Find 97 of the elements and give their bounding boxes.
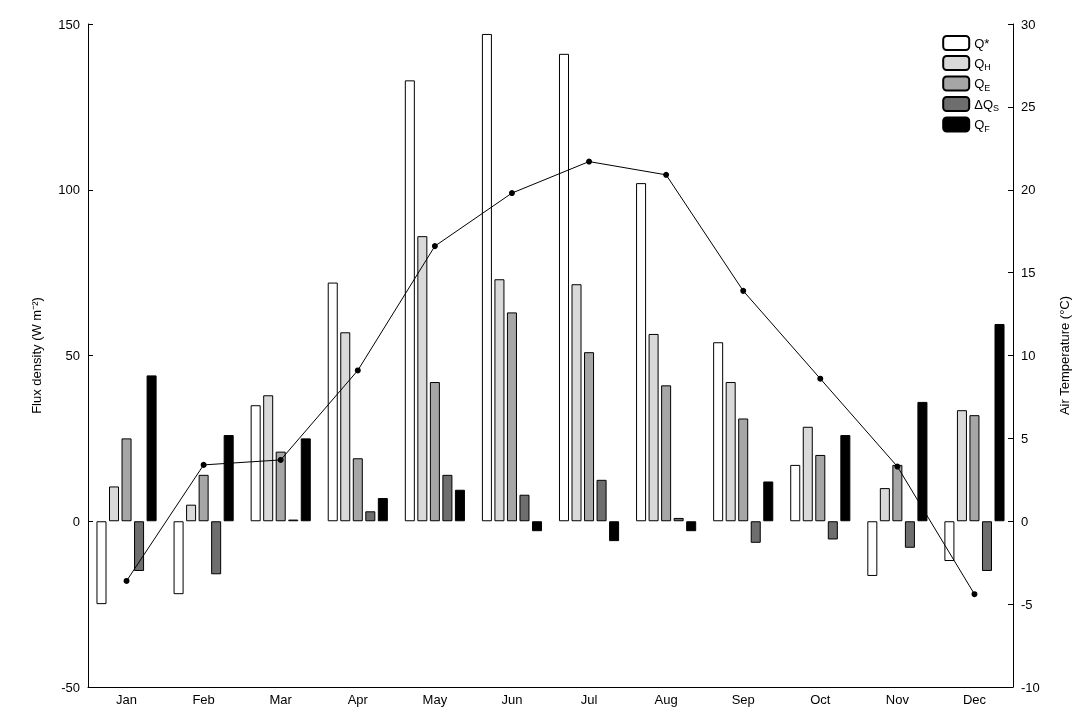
point — [508, 190, 515, 197]
point — [586, 158, 593, 165]
y-tick-label: 150 — [58, 16, 80, 32]
bar — [506, 312, 517, 522]
bar — [429, 382, 440, 522]
bar — [956, 410, 967, 522]
point — [277, 456, 284, 463]
y2-tick-label: 25 — [1021, 99, 1036, 115]
bar — [596, 479, 607, 522]
x-tick-label: Feb — [192, 692, 215, 707]
bar — [365, 511, 376, 522]
point — [200, 461, 207, 468]
bar — [327, 282, 338, 522]
y2-tick-label: -10 — [1021, 679, 1040, 695]
bar — [454, 489, 465, 522]
bar — [981, 521, 992, 571]
legend-label: Q* — [974, 35, 990, 51]
point — [971, 591, 978, 598]
bar — [636, 183, 647, 522]
bar — [725, 382, 736, 522]
bar — [827, 521, 838, 540]
bar — [648, 333, 659, 522]
x-tick-label: Sep — [731, 692, 755, 707]
bar — [879, 488, 890, 522]
y2-tick-label: 0 — [1021, 513, 1029, 529]
bar — [738, 418, 749, 522]
bar — [713, 342, 724, 522]
bar — [134, 521, 145, 571]
bar — [275, 451, 286, 522]
bar — [673, 517, 684, 522]
x-tick-label: Apr — [347, 692, 369, 707]
bar — [519, 494, 530, 522]
y-tick-label: -50 — [61, 679, 80, 695]
y2-tick-label: 15 — [1021, 265, 1036, 281]
bar — [686, 521, 697, 532]
bar — [417, 236, 428, 522]
x-tick-label: May — [422, 692, 448, 707]
y-tick-label: 50 — [65, 348, 80, 363]
x-tick-label: Jun — [501, 692, 523, 707]
y2-axis-title: Air Temperature (°C) — [1057, 295, 1072, 416]
bar — [211, 521, 222, 575]
x-tick-label: Aug — [654, 692, 678, 707]
bar — [96, 521, 107, 605]
point — [431, 243, 438, 250]
bar — [750, 521, 761, 543]
y2-tick-label: 5 — [1021, 430, 1029, 446]
y2-tick-label: 10 — [1021, 348, 1036, 363]
bar — [763, 481, 774, 522]
y-tick-label: 0 — [72, 513, 80, 529]
point — [817, 375, 824, 382]
point — [894, 463, 901, 470]
bar — [146, 375, 157, 522]
bar — [494, 279, 505, 522]
bar — [263, 395, 274, 522]
point — [354, 367, 361, 374]
bar — [250, 405, 261, 522]
point — [663, 171, 670, 178]
bar — [109, 486, 120, 522]
point — [123, 577, 130, 584]
bar — [340, 332, 351, 522]
bar — [904, 521, 915, 548]
bar — [186, 504, 197, 522]
bar — [173, 521, 184, 595]
bar — [661, 385, 672, 522]
y2-tick-label: 30 — [1021, 16, 1036, 32]
bar — [571, 284, 582, 522]
bar — [300, 438, 311, 522]
bar — [802, 426, 813, 522]
bar — [121, 438, 132, 522]
x-tick-label: Dec — [962, 692, 987, 707]
bar — [442, 474, 453, 522]
bar — [377, 498, 388, 522]
bar — [969, 415, 980, 522]
x-tick-label: Mar — [269, 692, 293, 707]
bar — [790, 464, 801, 522]
x-tick-label: Jan — [116, 692, 138, 707]
y-axis-title: Flux density (W m⁻²) — [29, 297, 44, 414]
y2-tick-label: -5 — [1021, 596, 1033, 612]
bar — [815, 454, 826, 522]
bar — [867, 521, 878, 576]
bar — [840, 435, 851, 522]
bar — [609, 521, 620, 542]
point — [740, 287, 747, 294]
y2-tick-label: 20 — [1021, 182, 1036, 198]
bar — [892, 464, 903, 522]
y-tick-label: 100 — [58, 182, 80, 198]
bar — [944, 521, 955, 562]
bar — [584, 352, 595, 522]
bar — [352, 458, 363, 522]
bar — [532, 521, 543, 532]
x-tick-label: Oct — [810, 692, 831, 707]
bar — [917, 401, 928, 522]
x-tick-label: Jul — [580, 692, 598, 707]
x-tick-label: Nov — [885, 692, 910, 707]
bar — [198, 474, 209, 522]
bar — [994, 324, 1005, 522]
bar — [223, 435, 234, 522]
